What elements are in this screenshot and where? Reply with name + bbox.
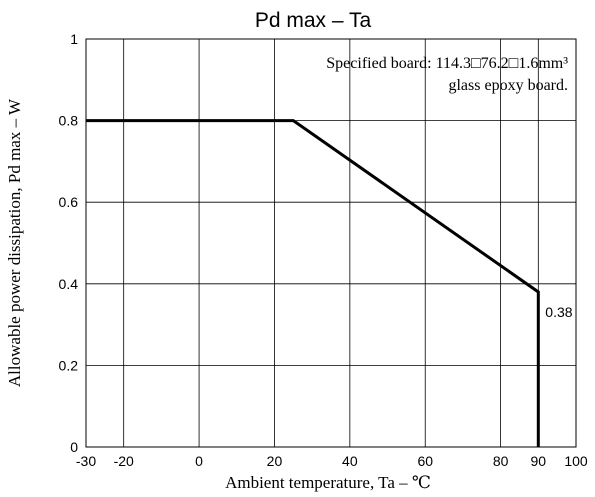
y-tick-label: 0.4 bbox=[59, 276, 79, 292]
x-tick-label: 20 bbox=[267, 453, 283, 469]
y-tick-label: 0.6 bbox=[59, 194, 79, 210]
x-tick-label: 40 bbox=[342, 453, 358, 469]
data-label-0-38: 0.38 bbox=[545, 304, 572, 320]
y-tick-label: 1 bbox=[70, 31, 78, 47]
series: 0.38 bbox=[86, 119, 573, 447]
x-tick-label: 90 bbox=[531, 453, 547, 469]
y-axis-ticks: 0 0.2 0.4 0.6 0.8 1 bbox=[59, 31, 79, 455]
grid bbox=[86, 39, 576, 447]
y-tick-label: 0 bbox=[70, 439, 78, 455]
x-tick-label: 80 bbox=[493, 453, 509, 469]
y-tick-label: 0.2 bbox=[59, 357, 79, 373]
x-axis-ticks: -30 -20 0 20 40 60 80 90 100 bbox=[76, 453, 588, 469]
plot-frame bbox=[85, 38, 577, 448]
chart-title: Pd max – Ta bbox=[255, 9, 372, 32]
x-tick-label: -20 bbox=[114, 453, 134, 469]
x-axis-label: Ambient temperature, Ta – ℃ bbox=[225, 473, 431, 492]
x-tick-label: 100 bbox=[564, 453, 588, 469]
x-tick-label: -30 bbox=[76, 453, 96, 469]
x-tick-label: 60 bbox=[417, 453, 433, 469]
y-tick-label: 0.8 bbox=[59, 113, 79, 129]
annotation-specified-board: Specified board: 114.3□76.2□1.6mm³ bbox=[326, 55, 568, 72]
y-axis-label: Allowable power dissipation, Pd max – W bbox=[5, 98, 24, 387]
x-tick-label: 0 bbox=[195, 453, 203, 469]
annotation-glass-epoxy-board: glass epoxy board. bbox=[448, 77, 568, 94]
series-line bbox=[86, 119, 540, 447]
